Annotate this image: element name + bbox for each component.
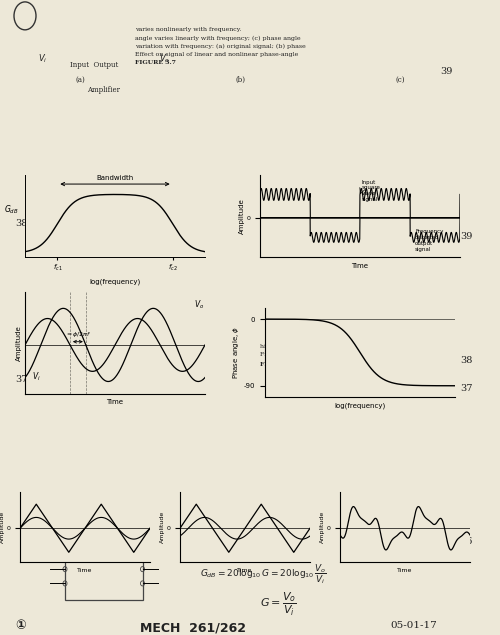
X-axis label: Time: Time [238, 568, 252, 573]
Y-axis label: Amplitude: Amplitude [16, 325, 22, 361]
Text: 39: 39 [440, 67, 452, 76]
Y-axis label: Amplitude: Amplitude [160, 511, 165, 543]
Text: varies nonlinearly with frequency.: varies nonlinearly with frequency. [135, 27, 242, 32]
Text: 05-01-17: 05-01-17 [390, 621, 437, 630]
Text: $V_i$: $V_i$ [38, 53, 47, 65]
Text: FIGURE 3.3: FIGURE 3.3 [35, 362, 76, 367]
Text: variation with frequency: (a) original signal; (b) phase: variation with frequency: (a) original s… [135, 44, 306, 49]
Y-axis label: Amplitude: Amplitude [239, 198, 245, 234]
Text: high-frequency attenuation.: high-frequency attenuation. [260, 344, 348, 349]
X-axis label: Time: Time [106, 399, 124, 405]
Y-axis label: Phase angle, $\phi$: Phase angle, $\phi$ [231, 326, 241, 379]
Text: 38: 38 [460, 356, 472, 364]
Text: $V_o$: $V_o$ [160, 53, 170, 65]
Text: 37: 37 [460, 384, 472, 393]
Y-axis label: $G_{dB}$: $G_{dB}$ [4, 203, 18, 216]
X-axis label: log(frequency): log(frequency) [334, 403, 386, 409]
Text: $V_i$: $V_i$ [32, 370, 41, 383]
Text: $V_o$: $V_o$ [194, 298, 204, 311]
Text: Frequency distortion of a square wave due to: Frequency distortion of a square wave du… [260, 352, 403, 358]
Text: $G_{dB} = 20\log_{10}G = 20\log_{10}\dfrac{V_o}{V_i}$: $G_{dB} = 20\log_{10}G = 20\log_{10}\dfr… [200, 562, 327, 586]
Text: Amplifier: Amplifier [88, 86, 120, 94]
Y-axis label: Amplitude: Amplitude [0, 511, 5, 543]
Text: (c): (c) [395, 76, 405, 84]
Text: FIGURE 3.7: FIGURE 3.7 [135, 60, 176, 65]
Text: 37: 37 [15, 375, 28, 384]
X-axis label: Time: Time [398, 568, 412, 573]
X-axis label: log(frequency): log(frequency) [90, 279, 140, 285]
Text: FIGURE 3.5: FIGURE 3.5 [45, 216, 86, 221]
Y-axis label: Amplitude: Amplitude [320, 511, 325, 543]
Bar [65, 552, 142, 600]
Text: Typical phase-angle response of amplifier.: Typical phase-angle response of amplifie… [260, 208, 393, 213]
Text: (b): (b) [235, 76, 245, 84]
X-axis label: Time: Time [78, 568, 92, 573]
Text: angle varies linearly with frequency; (c) phase angle: angle varies linearly with frequency; (c… [135, 36, 300, 41]
Text: $G = \dfrac{V_o}{V_i}$: $G = \dfrac{V_o}{V_i}$ [260, 591, 297, 618]
Text: 36: 36 [460, 537, 472, 545]
Text: 39: 39 [460, 232, 472, 241]
Text: Effect on signal of linear and nonlinear phase-angle: Effect on signal of linear and nonlinear… [135, 52, 298, 57]
Text: FIGURE 3.4: FIGURE 3.4 [260, 362, 301, 367]
Text: ①: ① [15, 619, 26, 632]
X-axis label: Time: Time [352, 263, 368, 269]
Text: (a): (a) [75, 76, 85, 84]
Text: Frequency
distorted
output
signal: Frequency distorted output signal [415, 229, 444, 251]
Text: FIGURE 3.6: FIGURE 3.6 [260, 216, 301, 221]
Text: Bandwidth: Bandwidth [96, 175, 134, 181]
Text: Effect of phase angle on signal.: Effect of phase angle on signal. [45, 208, 144, 213]
Text: MECH  261/262: MECH 261/262 [140, 621, 246, 634]
Text: Input  Output: Input Output [70, 61, 118, 69]
Text: Amplifier frequency response.: Amplifier frequency response. [35, 352, 130, 358]
Text: $=\phi/2\pi f$: $=\phi/2\pi f$ [64, 330, 91, 339]
Text: 38: 38 [15, 219, 28, 228]
Text: Input
square
wave
signal: Input square wave signal [362, 180, 381, 202]
